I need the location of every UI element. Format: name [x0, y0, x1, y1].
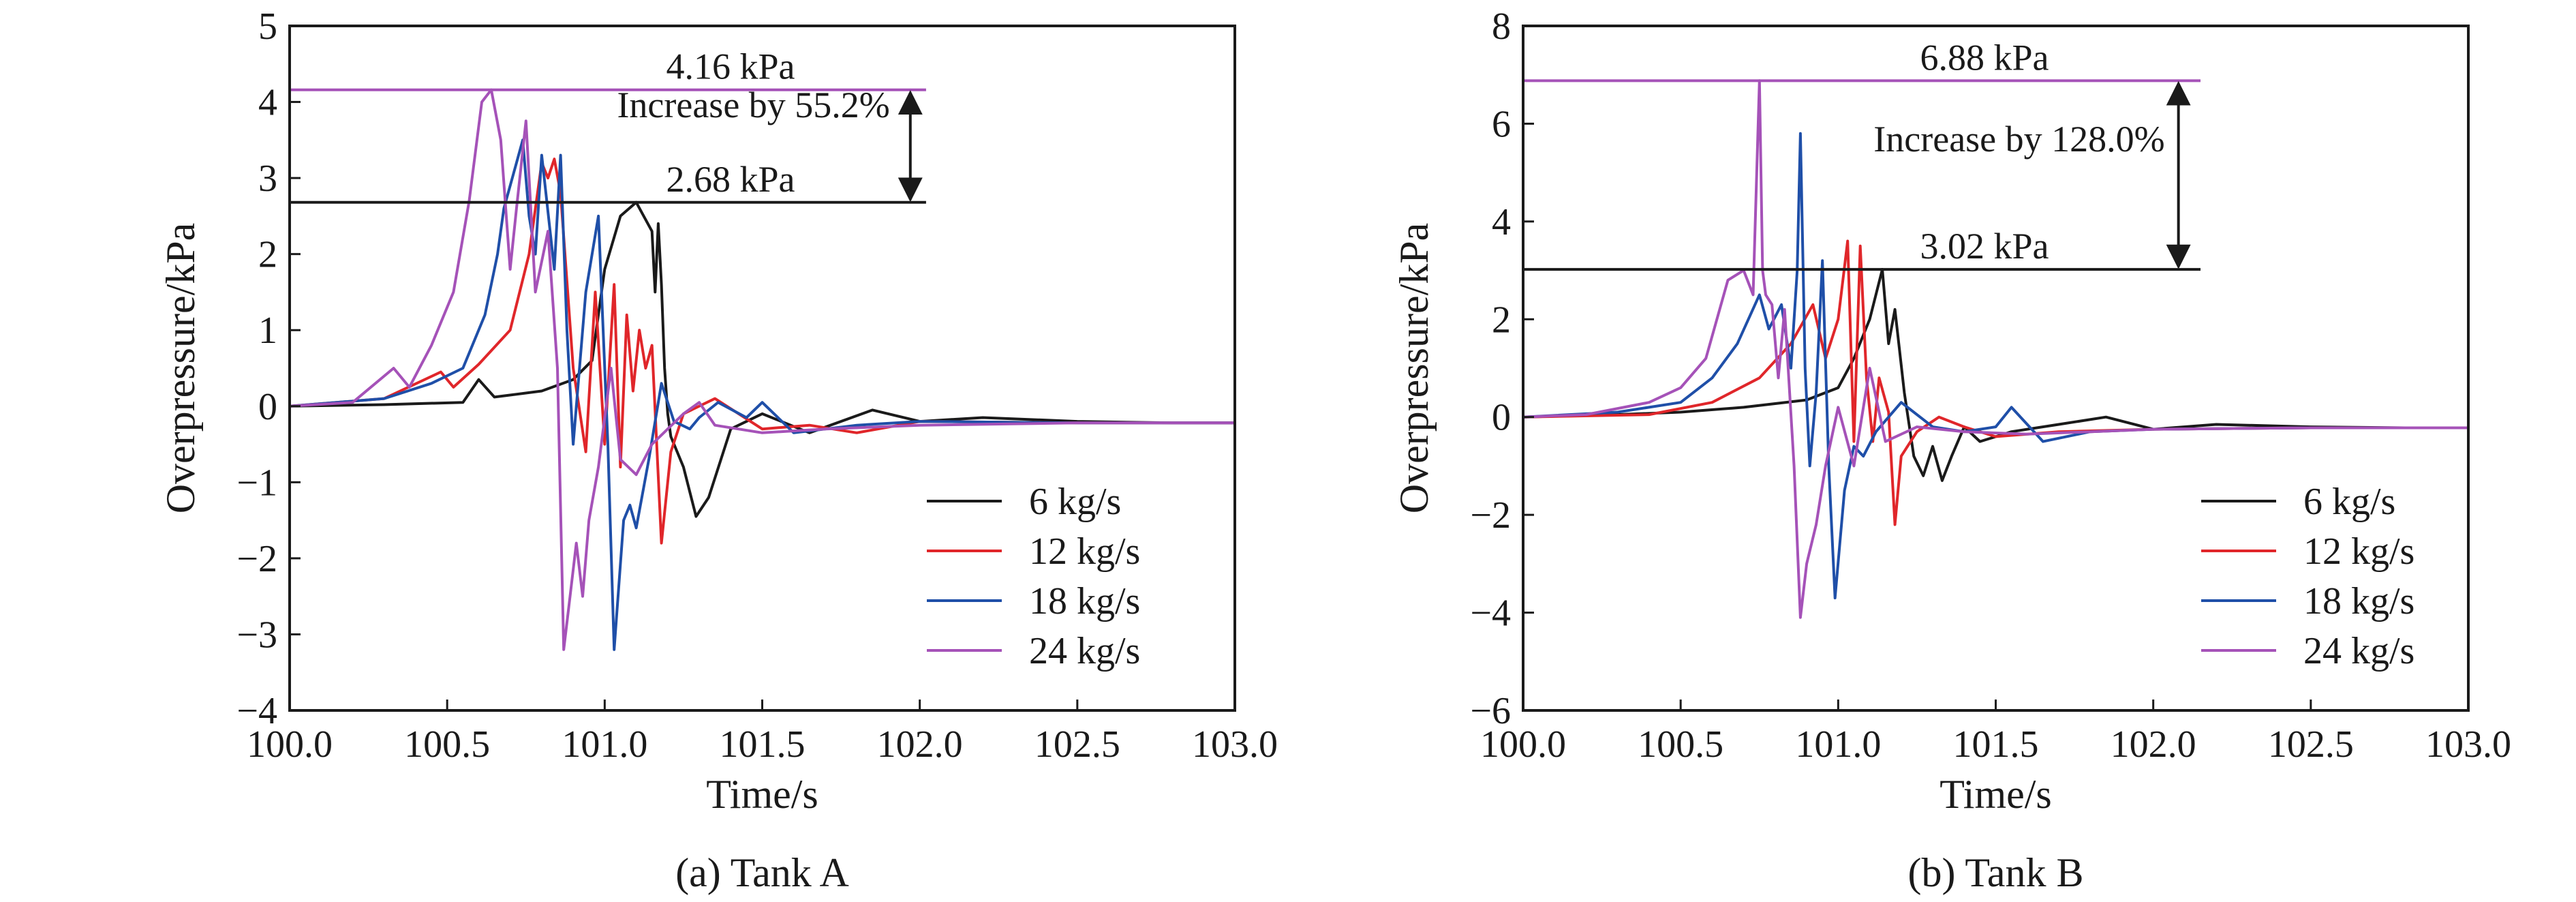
x-tick-label: 103.0: [2425, 723, 2511, 766]
reference-label-2: 3.02 kPa: [1920, 226, 2049, 267]
series-line-1: [289, 200, 1235, 518]
x-tick-label: 102.5: [2268, 723, 2354, 766]
y-tick-label: 8: [1492, 5, 1511, 48]
increase-label: Increase by 55.2%: [617, 85, 889, 125]
legend-label-3: 18 kg/s: [2303, 580, 2414, 622]
panel-caption: (a) Tank A: [675, 850, 849, 895]
y-tick-label: −2: [236, 538, 277, 580]
legend-label-4: 24 kg/s: [2303, 630, 2414, 672]
chart-tank-b: 6.88 kPa 3.02 kPa Increase by 128.0% 100.0 1…: [1392, 5, 2511, 895]
y-tick-label: 4: [258, 82, 277, 124]
y-tick-label: 0: [258, 386, 277, 428]
y-tick-label: −6: [1470, 690, 1511, 732]
legend-label-4: 24 kg/s: [1029, 630, 1140, 672]
y-tick-label: −4: [236, 690, 277, 732]
legend-label-2: 12 kg/s: [1029, 530, 1140, 573]
y-tick-label: 2: [258, 234, 277, 276]
legend-label-2: 12 kg/s: [2303, 530, 2414, 573]
increase-label: Increase by 128.0%: [1873, 119, 2164, 160]
y-tick-label: −3: [236, 614, 277, 656]
x-axis-title: Time/s: [1939, 772, 2052, 817]
series-line-3: [289, 138, 1235, 651]
series-line-4: [1522, 79, 2468, 619]
series-line-2: [289, 157, 1235, 545]
x-tick-label: 100.0: [247, 723, 333, 766]
x-tick-label: 100.0: [1480, 723, 1566, 766]
series-line-3: [1522, 132, 2468, 600]
x-tick-label: 102.0: [877, 723, 963, 766]
legend-label-3: 18 kg/s: [1029, 580, 1140, 622]
y-axis-title: Overpressure/kPa: [1392, 223, 1437, 514]
legend-label-1: 6 kg/s: [1029, 481, 1121, 523]
x-tick-label: 103.0: [1192, 723, 1278, 766]
legend-label-1: 6 kg/s: [2303, 481, 2395, 523]
series-line-1: [1522, 268, 2468, 482]
y-tick-label: 6: [1492, 103, 1511, 145]
y-tick-label: 3: [258, 157, 277, 200]
y-tick-label: −4: [1470, 592, 1511, 635]
y-tick-label: 5: [258, 5, 277, 48]
y-tick-label: 2: [1492, 299, 1511, 341]
x-tick-label: 100.5: [1638, 723, 1723, 766]
x-tick-label: 100.5: [404, 723, 490, 766]
series-line-4: [289, 88, 1235, 651]
panel-tank-b: 6.88 kPa 3.02 kPa Increase by 128.0% 100.0 1…: [1288, 0, 2576, 902]
y-tick-label: 1: [258, 310, 277, 352]
x-tick-label: 102.5: [1034, 723, 1120, 766]
y-tick-label: 4: [1492, 201, 1511, 243]
panel-tank-a: 4.16 kPa 2.68 kPa Increase by 55.2% 100.0 10…: [158, 5, 1278, 895]
x-tick-label: 101.5: [1953, 723, 2039, 766]
series-line-2: [1522, 239, 2468, 526]
reference-label-2: 2.68 kPa: [666, 159, 795, 200]
x-tick-label: 102.0: [2111, 723, 2196, 766]
x-tick-label: 101.0: [562, 723, 647, 766]
y-tick-label: −2: [1470, 494, 1511, 537]
y-axis-title: Overpressure/kPa: [158, 223, 203, 514]
panel-caption: (b) Tank B: [1908, 850, 2084, 895]
y-tick-label: −1: [236, 462, 277, 504]
reference-label-1: 6.88 kPa: [1920, 37, 2049, 78]
x-axis-title: Time/s: [706, 772, 818, 817]
y-tick-label: 0: [1492, 397, 1511, 439]
reference-label-1: 4.16 kPa: [666, 46, 795, 87]
x-tick-label: 101.5: [720, 723, 806, 766]
x-tick-label: 101.0: [1795, 723, 1881, 766]
